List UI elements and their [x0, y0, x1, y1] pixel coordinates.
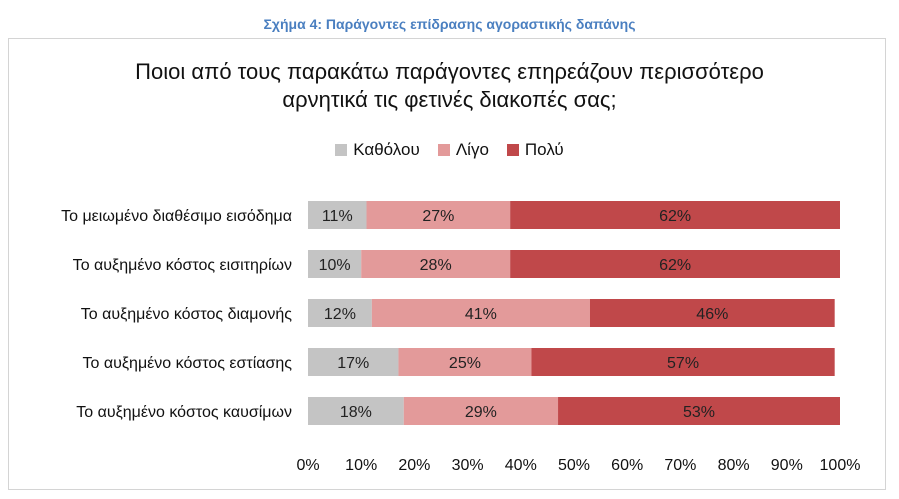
category-label: Το αυξημένο κόστος εισιτηρίων [73, 257, 292, 274]
bar-segment [366, 201, 511, 229]
legend-item-kathólou: Καθόλου [335, 140, 420, 160]
bar-segment [308, 299, 372, 327]
legend-label-kathólou: Καθόλου [353, 140, 420, 159]
bar-segment [361, 250, 511, 278]
bar-segment [371, 299, 590, 327]
bar-segment [308, 397, 404, 425]
data-label: 57% [667, 355, 699, 372]
bar-segment [403, 397, 559, 425]
x-tick-label: 90% [771, 457, 803, 474]
legend-swatch-polý [506, 144, 519, 156]
bar-segment [308, 201, 367, 229]
bar-segment [589, 299, 835, 327]
data-label: 17% [337, 355, 369, 372]
data-label: 41% [465, 306, 497, 323]
data-label: 11% [322, 208, 353, 225]
x-tick-label: 30% [452, 457, 484, 474]
legend-item-lígo: Λίγο [437, 140, 489, 160]
x-tick-label: 80% [718, 457, 750, 474]
data-label: 10% [319, 257, 351, 274]
chart-legend: Καθόλου Λίγο Πολύ [0, 140, 899, 160]
legend-swatch-kathólou [335, 144, 348, 156]
data-label: 46% [696, 306, 728, 323]
x-tick-label: 0% [296, 457, 319, 474]
category-label: Το μειωμένο διαθέσιμο εισόδημα [61, 208, 292, 225]
x-tick-label: 70% [664, 457, 696, 474]
x-tick-label: 40% [505, 457, 537, 474]
data-label: 62% [659, 257, 691, 274]
data-label: 12% [324, 306, 356, 323]
category-label: Το αυξημένο κόστος καυσίμων [76, 404, 292, 421]
bar-segment [308, 348, 399, 376]
bar-segment [558, 397, 840, 425]
x-tick-label: 20% [398, 457, 430, 474]
data-label: 53% [683, 404, 715, 421]
data-label: 62% [659, 208, 691, 225]
bar-segment [510, 201, 840, 229]
legend-label-lígo: Λίγο [455, 140, 489, 159]
x-tick-label: 60% [611, 457, 643, 474]
legend-item-polý: Πολύ [506, 140, 564, 160]
figure-caption: Σχήμα 4: Παράγοντες επίδρασης αγοραστική… [263, 16, 636, 32]
bar-segment [531, 348, 835, 376]
legend-swatch-lígo [437, 144, 450, 156]
x-tick-label: 10% [345, 457, 377, 474]
data-label: 29% [465, 404, 497, 421]
x-tick-label: 50% [558, 457, 590, 474]
chart-title-line-1: Ποιοι από τους παρακάτω παράγοντες επηρε… [135, 59, 764, 84]
bar-segment [308, 250, 362, 278]
legend-label-polý: Πολύ [524, 140, 564, 159]
bar-segment [510, 250, 840, 278]
chart-title-line-2: αρνητικά τις φετινές διακοπές σας; [282, 87, 617, 112]
x-tick-label: 100% [820, 457, 861, 474]
bar-segment [398, 348, 532, 376]
data-label: 28% [420, 257, 452, 274]
category-label: Το αυξημένο κόστος διαμονής [81, 306, 293, 323]
data-label: 18% [340, 404, 372, 421]
data-label: 25% [449, 355, 481, 372]
data-label: 27% [422, 208, 454, 225]
category-label: Το αυξημένο κόστος εστίασης [83, 355, 293, 372]
chart-title: Ποιοι από τους παρακάτω παράγοντες επηρε… [0, 58, 899, 114]
